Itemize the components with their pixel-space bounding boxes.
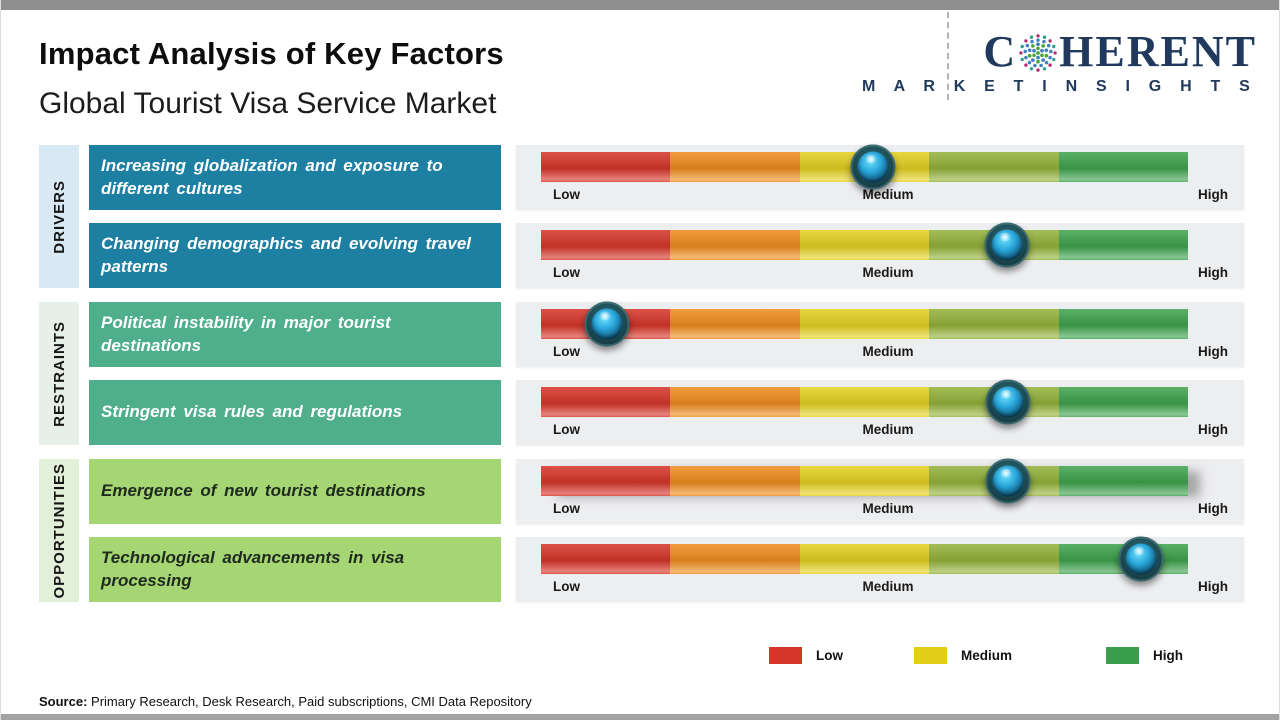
bottom-border-bar: [1, 714, 1279, 720]
brand-name: C HERENT: [862, 30, 1257, 74]
scale-label-medium: Medium: [862, 501, 914, 516]
scale-label-high: High: [1198, 344, 1228, 359]
scale-segment-medium-low: [670, 152, 801, 182]
scale-label-low: Low: [553, 344, 580, 359]
group-opportunities: OPPORTUNITIES Emergence of new tourist d…: [39, 458, 1244, 602]
scale-label-low: Low: [553, 187, 580, 202]
legend-item-medium: Medium: [914, 647, 1012, 664]
scale-label-low: Low: [553, 422, 580, 437]
factor-box: Political instability in major tourist d…: [89, 302, 501, 367]
scale-segment-medium-low: [670, 544, 801, 574]
brand-logo: C HERENT M A R K E T I N S I G H T S: [862, 30, 1257, 96]
scale-segment-medium: [799, 230, 930, 260]
scale-segment-low: [541, 544, 671, 574]
group-drivers: DRIVERS Increasing globalization and exp…: [39, 144, 1244, 288]
factor-box: Increasing globalization and exposure to…: [89, 145, 501, 210]
legend-label: Medium: [961, 648, 1013, 663]
scale-segment-low: [541, 152, 671, 182]
legend-swatch-low: [769, 647, 802, 664]
group-label: OPPORTUNITIES: [50, 462, 68, 599]
impact-knob[interactable]: [984, 222, 1030, 268]
scale-segment-medium-low: [670, 230, 801, 260]
group-strip-opportunities: OPPORTUNITIES: [39, 459, 79, 602]
impact-gradient-bar: [541, 301, 1189, 347]
scale-segment-high: [1058, 152, 1189, 182]
page-subtitle: Global Tourist Visa Service Market: [39, 87, 497, 120]
legend-swatch-medium: [914, 647, 947, 664]
scale-label-low: Low: [553, 579, 580, 594]
impact-knob[interactable]: [850, 144, 896, 190]
globe-icon: [1019, 34, 1057, 72]
impact-gradient-bar: [541, 222, 1189, 268]
impact-knob[interactable]: [1118, 536, 1164, 582]
scale-label-high: High: [1198, 422, 1228, 437]
scale-segment-low: [541, 230, 671, 260]
scale-label-high: High: [1198, 501, 1228, 516]
scale-label-medium: Medium: [862, 344, 914, 359]
scale-segment-medium: [799, 387, 930, 417]
top-border-bar: [1, 0, 1279, 10]
scale-segment-high: [1058, 387, 1189, 417]
scale-segment-low: [541, 466, 671, 496]
source-text: Primary Research, Desk Research, Paid su…: [87, 694, 532, 709]
scale-segment-medium: [799, 544, 930, 574]
legend-item-low: Low: [769, 647, 843, 664]
scale-segment-high: [1058, 230, 1189, 260]
brand-prefix: C: [983, 27, 1018, 76]
scale-segment-high: [1058, 466, 1189, 496]
source-line: Source: Primary Research, Desk Research,…: [39, 694, 532, 709]
scale-segment-medium: [799, 466, 930, 496]
scale-segment-medium-low: [670, 309, 801, 339]
factor-box: Emergence of new tourist destinations: [89, 459, 501, 524]
scale-label-low: Low: [553, 265, 580, 280]
impact-gradient-bar: [541, 458, 1189, 504]
group-strip-drivers: DRIVERS: [39, 145, 79, 288]
impact-scale: Low Medium High: [516, 379, 1244, 445]
impact-scale: Low Medium High: [516, 536, 1244, 602]
impact-knob[interactable]: [985, 458, 1031, 504]
group-restraints: RESTRAINTS Political instability in majo…: [39, 301, 1244, 445]
scale-label-medium: Medium: [862, 265, 914, 280]
scale-segment-medium-low: [670, 387, 801, 417]
scale-label-medium: Medium: [862, 422, 914, 437]
impact-knob[interactable]: [985, 379, 1031, 425]
scale-segment-medium-high: [929, 544, 1060, 574]
brand-suffix: HERENT: [1059, 27, 1257, 76]
scale-segment-medium-low: [670, 466, 801, 496]
legend-swatch-high: [1106, 647, 1139, 664]
factor-box: Technological advancements in visa proce…: [89, 537, 501, 602]
factor-box: Stringent visa rules and regulations: [89, 380, 501, 445]
group-label: DRIVERS: [50, 179, 68, 254]
impact-scale: Low Medium High: [516, 301, 1244, 367]
header-divider: [947, 12, 949, 100]
scale-segment-medium-high: [929, 309, 1060, 339]
impact-gradient-bar: [541, 379, 1189, 425]
scale-label-high: High: [1198, 579, 1228, 594]
impact-gradient-bar: [541, 144, 1189, 190]
scale-label-low: Low: [553, 501, 580, 516]
factor-box: Changing demographics and evolving trave…: [89, 223, 501, 288]
scale-label-high: High: [1198, 187, 1228, 202]
scale-segment-medium: [799, 309, 930, 339]
group-label: RESTRAINTS: [50, 320, 68, 427]
impact-gradient-bar: [541, 536, 1189, 582]
scale-segment-low: [541, 387, 671, 417]
impact-scale: Low Medium High: [516, 144, 1244, 210]
page-title: Impact Analysis of Key Factors: [39, 36, 504, 71]
source-prefix: Source:: [39, 694, 88, 709]
legend-item-high: High: [1106, 647, 1183, 664]
legend-label: Low: [816, 648, 843, 663]
scale-label-medium: Medium: [862, 187, 914, 202]
legend-label: High: [1153, 648, 1183, 663]
scale-segment-medium-high: [929, 152, 1060, 182]
scale-label-high: High: [1198, 265, 1228, 280]
impact-scale: Low Medium High: [516, 458, 1244, 524]
impact-knob[interactable]: [584, 301, 630, 347]
impact-scale: Low Medium High: [516, 222, 1244, 288]
brand-tagline: M A R K E T I N S I G H T S: [861, 78, 1257, 95]
scale-label-medium: Medium: [862, 579, 914, 594]
group-strip-restraints: RESTRAINTS: [39, 302, 79, 445]
scale-segment-high: [1058, 309, 1189, 339]
